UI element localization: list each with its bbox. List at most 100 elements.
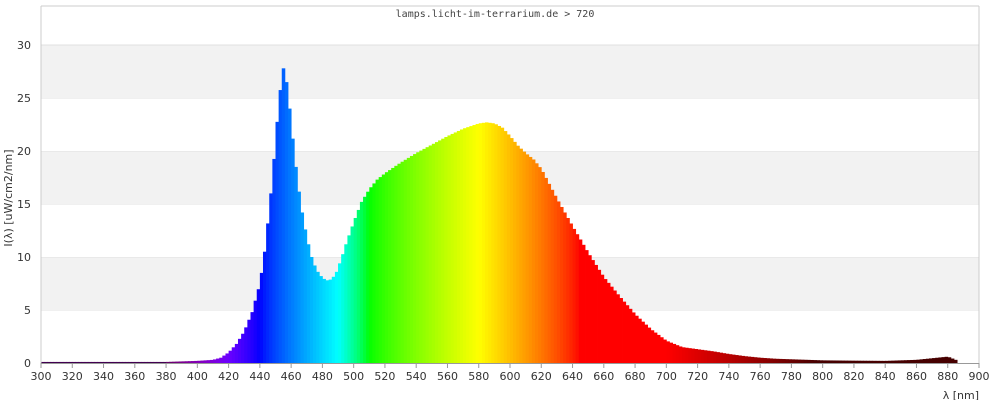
y-axis-title: I(λ) [uW/cm2/nm] <box>2 149 15 246</box>
spectrum-bar <box>281 68 286 363</box>
spectrum-bar <box>347 235 351 363</box>
spectrum-bar <box>191 361 195 363</box>
spectrum-bar <box>688 348 692 363</box>
spectrum-bar <box>72 361 76 363</box>
spectrum-bar <box>78 361 83 363</box>
spectrum-bar <box>641 321 645 363</box>
spectrum-bar <box>763 358 767 363</box>
spectrum-bar <box>772 358 777 363</box>
spectrum-bar <box>288 108 292 363</box>
spectrum-bar <box>447 135 451 363</box>
spectrum-bar <box>269 193 273 363</box>
spectrum-bar <box>112 361 117 363</box>
spectrum-bar <box>300 212 305 363</box>
y-tick-label: 10 <box>17 251 31 264</box>
spectrum-bar <box>735 355 739 363</box>
spectrum-bar <box>575 234 580 363</box>
spectrum-bar <box>413 154 417 363</box>
spectrum-bar <box>313 265 317 363</box>
spectrum-bar <box>935 357 939 363</box>
spectrum-bar <box>422 148 426 363</box>
spectrum-bar <box>200 360 204 363</box>
spectrum-bar <box>256 289 261 363</box>
spectrum-bar <box>503 131 508 363</box>
spectrum-bar <box>697 349 702 363</box>
y-axis-ticks: 0 5 10 15 20 25 30 <box>17 39 31 370</box>
y-tick-label: 30 <box>17 39 31 52</box>
spectrum-bar <box>747 356 752 363</box>
spectrum-bar <box>550 189 555 363</box>
spectrum-bar <box>681 347 686 363</box>
spectrum-bar <box>828 360 833 363</box>
x-tick-label: 300 <box>31 370 52 383</box>
spectrum-bar <box>538 167 542 363</box>
spectrum-bar <box>525 154 530 363</box>
spectrum-bar <box>241 333 245 363</box>
x-axis-ticks: 300 320 340 360 380 400 420 440 460 480 500 520 540 5… <box>31 363 990 383</box>
spectrum-bar <box>631 312 636 363</box>
spectrum-bar <box>222 355 226 363</box>
spectrum-bar <box>131 361 136 363</box>
spectrum-bar <box>291 138 295 363</box>
spectrum-bar <box>541 171 545 363</box>
spectrum-bar <box>728 354 733 363</box>
spectrum-bar <box>807 359 811 363</box>
spectrum-bar <box>219 357 223 363</box>
x-tick-label: 360 <box>124 370 145 383</box>
spectrum-bar <box>244 327 248 363</box>
spectrum-bar <box>650 330 655 363</box>
spectrum-bar <box>907 360 911 363</box>
spectrum-bar <box>725 353 730 363</box>
spectrum-bar <box>825 360 830 363</box>
spectrum-bar <box>803 359 808 363</box>
spectrum-bar <box>719 352 724 363</box>
spectrum-bar <box>84 361 89 363</box>
spectrum-bar <box>184 361 189 363</box>
spectrum-bar <box>391 167 395 363</box>
spectrum-bar <box>597 269 602 363</box>
x-tick-label: 700 <box>656 370 677 383</box>
spectrum-bar <box>731 354 736 363</box>
spectrum-bar <box>372 183 376 363</box>
spectrum-bar <box>497 125 502 363</box>
x-tick-label: 720 <box>687 370 708 383</box>
spectrum-bar <box>456 130 461 363</box>
x-tick-label: 860 <box>906 370 927 383</box>
spectrum-bar <box>328 279 333 363</box>
spectrum-bar <box>453 132 458 363</box>
spectrum-bar <box>857 360 861 363</box>
spectrum-bar <box>203 360 208 363</box>
spectrum-bar <box>75 361 79 363</box>
spectrum-bar <box>109 361 114 363</box>
spectrum-bar <box>769 358 774 363</box>
x-tick-label: 840 <box>875 370 896 383</box>
spectrum-bar <box>350 226 355 363</box>
spectrum-bar <box>363 196 367 363</box>
spectrum-bar <box>875 360 880 363</box>
spectrum-bar <box>522 151 527 363</box>
spectrum-bar <box>775 358 780 363</box>
spectrum-bar <box>194 360 198 363</box>
spectrum-bar <box>694 349 698 363</box>
spectrum-bar <box>669 342 673 363</box>
spectrum-bar <box>359 201 364 363</box>
spectrum-bar <box>62 361 67 363</box>
spectrum-bar <box>237 338 242 363</box>
spectrum-bar <box>91 361 95 363</box>
spectrum-bar <box>284 82 289 363</box>
spectrum-bar <box>832 360 836 363</box>
spectrum-bar <box>866 360 870 363</box>
spectrum-bar <box>419 150 423 363</box>
spectrum-bar <box>778 358 783 363</box>
spectrum-bar <box>450 133 455 363</box>
spectrum-bar <box>528 156 533 363</box>
spectrum-bar <box>603 279 608 363</box>
y-tick-label: 25 <box>17 92 31 105</box>
spectrum-bar <box>638 318 642 363</box>
spectrum-bar <box>159 361 164 363</box>
spectrum-bar <box>106 361 111 363</box>
spectrum-bar <box>916 359 920 363</box>
spectrum-bar <box>162 361 167 363</box>
spectrum-bar <box>384 172 389 363</box>
x-tick-label: 780 <box>781 370 802 383</box>
